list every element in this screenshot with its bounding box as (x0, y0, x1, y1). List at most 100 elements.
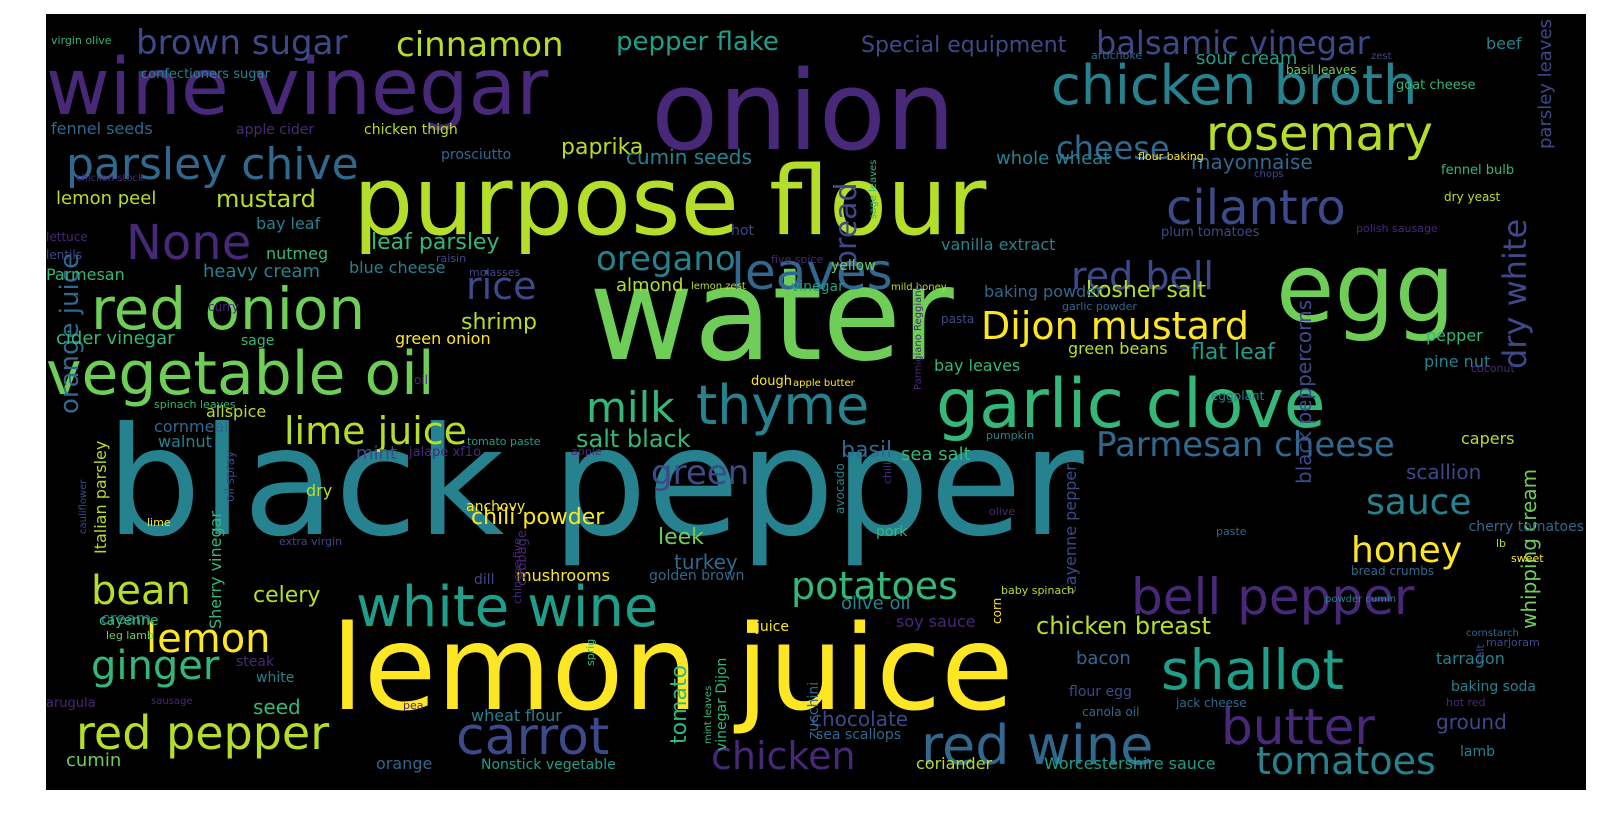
word-jack-cheese: jack cheese (1175, 696, 1247, 710)
word-basil: basil (841, 438, 892, 463)
word-bread-crumbs: bread crumbs (1351, 564, 1434, 578)
word-lentils: lentils (46, 248, 82, 262)
word-black-pepper: black pepper (106, 396, 1084, 570)
word-basil-leaves: basil leaves (1286, 63, 1357, 77)
word-coconut: coconut (1471, 362, 1515, 375)
word-sea-scallops: sea scallops (816, 727, 901, 743)
word-baby-spinach: baby spinach (1001, 584, 1074, 597)
word-green: green (651, 453, 749, 493)
word-pumpkin: pumpkin (986, 429, 1034, 442)
word-rice: rice (466, 264, 536, 308)
word-turkey: turkey (674, 550, 738, 574)
word-soy-sauce: soy sauce (896, 612, 976, 631)
word-mayonnaise: mayonnaise (1191, 150, 1313, 174)
word-cumin-seeds: cumin seeds (626, 145, 752, 169)
word-orange-juice: orange juice (55, 253, 85, 414)
word-capers: capers (1461, 429, 1515, 448)
word-polish-sausage: polish sausage (1356, 222, 1438, 235)
word-baking-soda: baking soda (1451, 679, 1536, 695)
word-lettuce: lettuce (46, 230, 88, 244)
word-sage: sage (241, 333, 274, 349)
word-canola-oil: canola oil (1082, 705, 1139, 719)
word-coriander: coriander (916, 754, 993, 773)
word-leg-lamb: leg lamb (106, 629, 154, 642)
word-pine-nut: pine nut (1424, 352, 1490, 371)
word-nonstick-vegetable: Nonstick vegetable (481, 757, 616, 773)
word-dough: dough (751, 374, 792, 389)
word-cream: cream (101, 609, 151, 628)
word-rosemary: rosemary (1206, 106, 1433, 162)
word-chili: chili (881, 462, 894, 484)
word-apple-cider: apple cider (236, 122, 314, 138)
word-bell-pepper: bell pepper (1131, 568, 1415, 626)
word-egg: egg (1276, 234, 1455, 344)
word-tomato: tomato (667, 665, 692, 744)
word-fennel-seeds: fennel seeds (51, 119, 153, 138)
word-cilantro: cilantro (1166, 180, 1346, 236)
word-extra-virgin: extra virgin (279, 535, 342, 548)
word-lemon-peel: lemon peel (56, 188, 156, 209)
word-chicken-thigh: chicken thigh (364, 122, 458, 138)
word-lime-juice: lime juice (284, 409, 467, 453)
word-flour-egg: flour egg (1069, 684, 1132, 700)
word-pepper: pepper (1426, 326, 1483, 345)
word-jalape-xf1o: jalape xf1o (408, 445, 481, 460)
word-flour-baking: flour baking (1138, 150, 1204, 163)
word-paste: paste (1216, 525, 1247, 538)
word-curry: curry (208, 300, 239, 314)
word-beef: beef (1486, 34, 1522, 53)
word-carrot: carrot (456, 707, 609, 767)
word-raisin: raisin (436, 252, 466, 265)
word-lime: lime (147, 516, 171, 529)
word-cumin: cumin (66, 750, 121, 771)
word-tomatoes: tomatoes (1256, 739, 1436, 783)
word-shrimp: shrimp (461, 310, 537, 335)
word-onion: onion (651, 47, 956, 175)
word-goat-cheese: goat cheese (1396, 78, 1476, 93)
word-orange: orange (376, 754, 432, 773)
word-lemon-zest: lemon zest (691, 281, 746, 292)
word-milk: milk (586, 383, 675, 432)
word-potatoes: potatoes (791, 564, 958, 608)
word-marjoram: marjoram (1486, 636, 1540, 649)
word-white: white (256, 670, 294, 686)
word-chocolate: chocolate (811, 707, 908, 731)
word-cherry-tomatoes: cherry tomatoes (1469, 519, 1584, 535)
word-sage-leaves: sage leaves (868, 160, 879, 219)
word-green-beans: green beans (1068, 339, 1168, 358)
word-chinese-five: chinese five (511, 538, 524, 604)
word-dry: dry (306, 481, 332, 500)
word-cauliflower: cauliflower (78, 479, 89, 534)
word-parmesan: Parmesan (46, 265, 125, 284)
word-mushrooms: mushrooms (516, 566, 610, 585)
word-leaves: leaves (731, 243, 893, 301)
word-bean: bean (91, 568, 191, 614)
word-cider-vinegar: cider vinegar (56, 328, 175, 349)
word-wheat-flour: wheat flour (471, 706, 562, 725)
word-ground: ground (1436, 710, 1507, 734)
word-paprika: paprika (561, 135, 643, 160)
word-baking-powder: baking powder (984, 282, 1103, 301)
word-parsley-chive: parsley chive (66, 139, 359, 190)
word-bacon: bacon (1076, 648, 1131, 669)
word-tarragon: tarragon (1436, 649, 1505, 668)
word-pepper-flake: pepper flake (616, 27, 779, 57)
word-powder-cumin: powder cumin (1325, 594, 1396, 605)
word-cornmeal: cornmeal (154, 417, 229, 436)
word-prosciutto: prosciutto (441, 147, 511, 163)
word-red-bell: red bell (1071, 254, 1214, 298)
word-seed: seed (253, 695, 301, 719)
word-white-wine: white wine (356, 575, 658, 640)
word-artichoke: artichoke (1091, 49, 1142, 62)
word-five-spice: five spice (771, 253, 824, 266)
word-chicken: chicken (711, 734, 856, 778)
word-sour-cream: sour cream (1196, 48, 1297, 69)
word-sea-salt: sea salt (901, 444, 971, 465)
word-honey: honey (1351, 530, 1462, 571)
word-leaf-parsley: leaf parsley (371, 230, 500, 255)
word-leek: leek (658, 525, 704, 550)
word-bay-leaves: bay leaves (934, 356, 1020, 375)
word-whole-wheat: whole wheat (996, 148, 1110, 169)
word-parmesan-cheese: Parmesan cheese (1096, 425, 1395, 465)
word-special-equipment: Special equipment (861, 33, 1067, 58)
